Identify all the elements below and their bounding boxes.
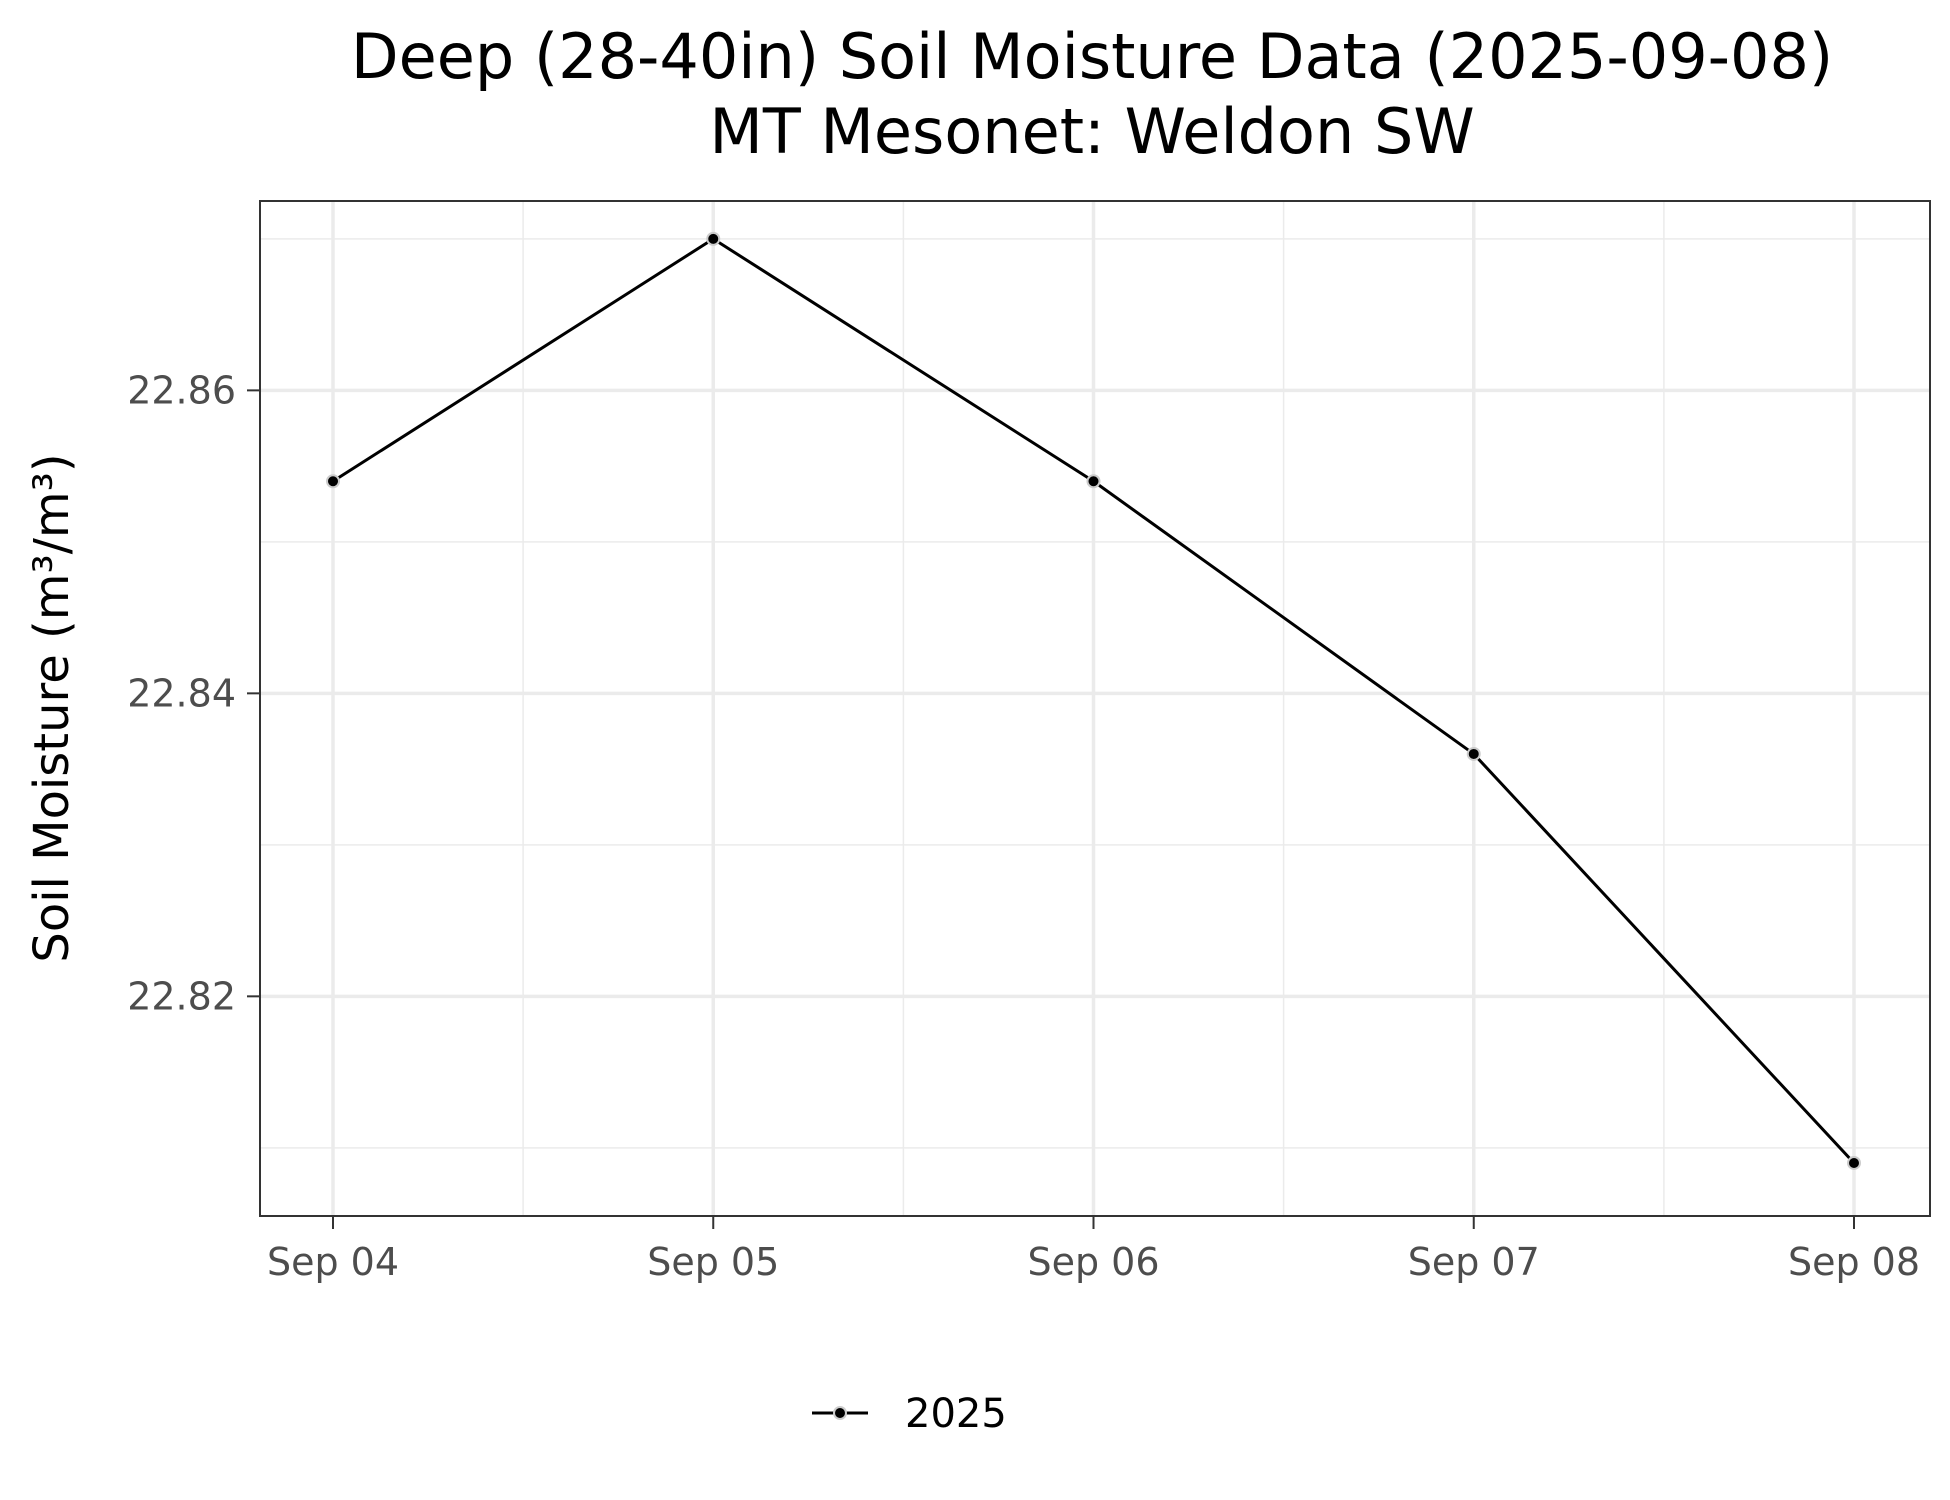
- data-point-0-0: [326, 474, 340, 489]
- legend-series-label: 2025: [905, 1391, 1007, 1437]
- grid-major: [260, 201, 1930, 1216]
- panel-border: [259, 200, 1931, 1217]
- y-tick-label-2: 22.86: [127, 368, 236, 412]
- y-axis: 22.82 22.84 22.86: [127, 368, 260, 1018]
- x-axis: Sep 04 Sep 05 Sep 06 Sep 07 Sep 08: [267, 1216, 1920, 1284]
- x-tick-label-2: Sep 06: [1027, 1240, 1159, 1284]
- x-tick-label-4: Sep 08: [1788, 1240, 1920, 1284]
- data-point-0-2: [1086, 474, 1101, 489]
- legend: 2025: [812, 1391, 1007, 1437]
- x-tick-label-1: Sep 05: [647, 1240, 779, 1284]
- series-layer: [326, 231, 1861, 1170]
- data-point-0-1: [706, 231, 721, 246]
- chart-title: Deep (28-40in) Soil Moisture Data (2025-…: [351, 20, 1833, 93]
- legend-series-marker: [833, 1406, 847, 1420]
- data-point-0-4: [1847, 1155, 1861, 1170]
- y-tick-label-1: 22.84: [127, 671, 236, 715]
- chart-subtitle: MT Mesonet: Weldon SW: [709, 95, 1474, 168]
- y-tick-label-0: 22.82: [127, 974, 236, 1018]
- y-axis-title: Soil Moisture (m³/m³): [24, 453, 80, 962]
- x-tick-label-0: Sep 04: [267, 1240, 399, 1284]
- x-tick-label-3: Sep 07: [1408, 1240, 1540, 1284]
- data-point-0-3: [1466, 746, 1481, 761]
